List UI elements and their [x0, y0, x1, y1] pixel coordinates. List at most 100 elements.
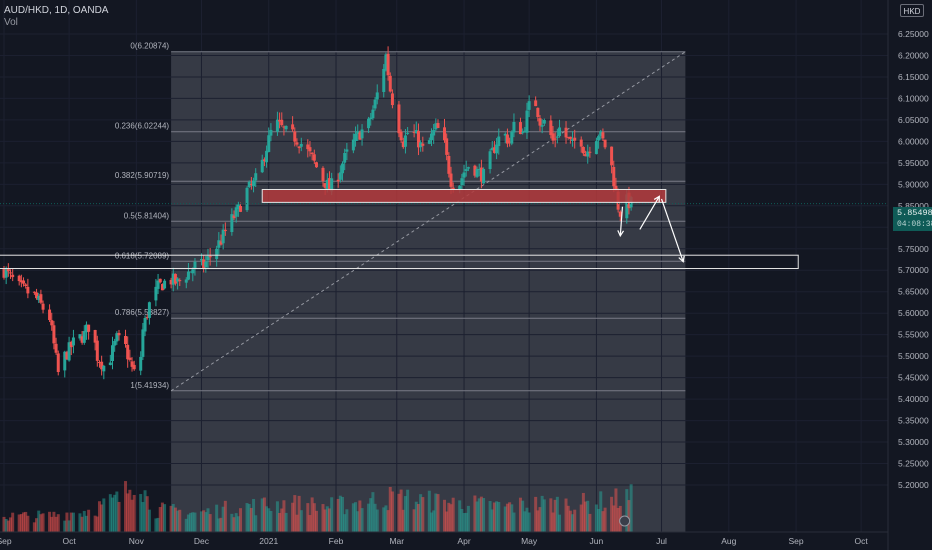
projection-arrow-line[interactable] — [639, 196, 660, 230]
volume-bar — [323, 509, 327, 532]
volume-bar — [421, 497, 425, 532]
volume-bar — [466, 505, 470, 532]
volume-bar — [566, 505, 570, 532]
volume-bar — [24, 511, 28, 532]
volume-bar — [581, 492, 585, 532]
support-zone-box[interactable] — [0, 254, 799, 270]
volume-bar — [503, 506, 507, 532]
candle-body — [462, 172, 466, 178]
candle-body — [230, 214, 234, 233]
volume-bar — [26, 515, 30, 532]
candle-body — [564, 127, 568, 138]
candle-body — [473, 165, 477, 176]
candle-body — [356, 131, 360, 134]
candle-body — [11, 274, 15, 278]
volume-bar — [314, 510, 318, 532]
candle-body — [124, 336, 128, 345]
candle-body — [401, 141, 405, 148]
candle-body — [419, 142, 423, 148]
candle-body — [508, 141, 512, 143]
event-marker-icon[interactable] — [619, 515, 631, 527]
candle-body — [527, 101, 531, 110]
candle-body — [232, 215, 236, 219]
volume-bar — [412, 509, 416, 532]
fib-level-label: 1(5.41934) — [130, 381, 169, 390]
volume-bar — [102, 498, 106, 532]
volume-bar — [367, 503, 371, 532]
volume-bar — [280, 508, 284, 532]
volume-bar — [204, 512, 208, 532]
candle-body — [24, 284, 28, 287]
candle-body — [345, 149, 349, 152]
volume-bar — [328, 508, 331, 532]
candle-body — [95, 340, 99, 361]
volume-bar — [512, 512, 516, 532]
volume-bar — [87, 509, 91, 532]
candle-body — [158, 278, 162, 283]
volume-bar — [208, 514, 212, 532]
price-scale[interactable] — [888, 0, 932, 550]
candle-body — [265, 150, 269, 163]
volume-bar — [510, 504, 514, 532]
volume-bar — [78, 513, 82, 532]
candle-body — [247, 181, 251, 188]
candle-body — [573, 137, 577, 141]
volume-bar — [336, 498, 340, 532]
bar-countdown: 04:08:38 — [897, 220, 932, 229]
volume-bar — [345, 509, 349, 532]
candle-body — [223, 229, 227, 232]
volume-bar — [432, 510, 436, 532]
candle-body — [280, 119, 284, 126]
time-tick-label: Aug — [721, 536, 736, 546]
price-tick-label: 5.75000 — [898, 244, 929, 254]
volume-bar — [508, 502, 512, 532]
fib-trendline[interactable] — [170, 51, 686, 392]
volume-bar — [601, 511, 605, 532]
candle-body — [139, 356, 143, 371]
volume-bar — [521, 500, 525, 532]
volume-bar — [295, 514, 299, 532]
volume-bar — [325, 506, 329, 532]
volume-bar — [495, 501, 499, 532]
candle-body — [234, 207, 238, 217]
volume-bar — [462, 513, 466, 532]
candle-body — [451, 187, 455, 190]
volume-bar — [351, 503, 355, 532]
volume-bar — [610, 496, 614, 532]
candle-body — [69, 341, 73, 348]
fib-level-label: 0.236(6.02244) — [115, 122, 170, 131]
volume-bar — [230, 513, 234, 532]
candle-body — [382, 68, 386, 92]
volume-bar — [202, 510, 206, 532]
volume-bar — [312, 503, 316, 532]
candle-body — [558, 127, 562, 137]
candle-body — [542, 120, 546, 124]
volume-bar — [293, 495, 297, 532]
projection-arrow-line[interactable] — [660, 198, 684, 262]
currency-badge[interactable]: HKD — [900, 4, 924, 17]
volume-bar — [22, 512, 26, 532]
projection-arrow-line[interactable] — [619, 206, 624, 236]
candle-body — [599, 131, 603, 136]
volume-bar — [262, 497, 266, 532]
volume-bar — [427, 490, 431, 532]
candle-body — [436, 123, 440, 128]
symbol-title[interactable]: AUD/HKD, 1D, OANDA — [4, 5, 109, 16]
candle-body — [208, 256, 212, 258]
volume-bar — [217, 518, 221, 532]
candle-body — [351, 139, 355, 151]
candle-body — [252, 180, 256, 187]
resistance-zone-box[interactable] — [261, 188, 667, 203]
volume-bar — [117, 501, 121, 532]
projection-arrow-head — [678, 255, 685, 263]
volume-legend[interactable]: Vol — [4, 17, 18, 28]
candle-body — [445, 138, 449, 155]
volume-bar — [39, 514, 43, 532]
candle-body — [321, 167, 325, 182]
volume-bar — [82, 510, 86, 532]
candle-body — [586, 151, 590, 157]
volume-bar — [245, 503, 249, 532]
volume-bar — [373, 503, 377, 532]
